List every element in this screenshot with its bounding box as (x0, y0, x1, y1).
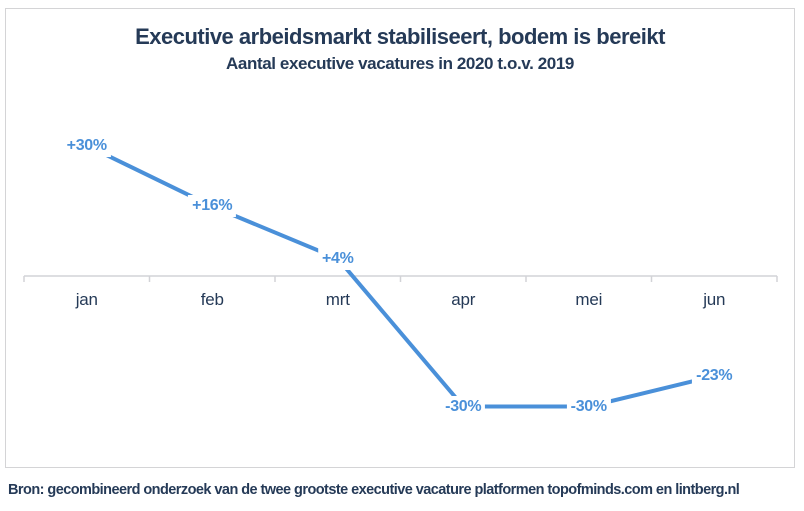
chart-frame (5, 8, 795, 468)
x-axis-label-apr: apr (451, 290, 476, 309)
data-point-label: +4% (317, 247, 358, 270)
data-point-label: +30% (62, 134, 111, 157)
x-axis-label-mei: mei (575, 290, 603, 309)
x-axis-label-mrt: mrt (325, 290, 350, 309)
x-axis-label-feb: feb (200, 290, 224, 309)
data-point-label: +16% (188, 195, 237, 218)
data-point-label: -30% (441, 395, 486, 418)
chart-title: Executive arbeidsmarkt stabiliseert, bod… (135, 24, 665, 49)
data-point-label: -23% (692, 365, 737, 388)
source-note: Bron: gecombineerd onderzoek van de twee… (8, 482, 740, 498)
data-point-label: -30% (566, 395, 611, 418)
chart-subtitle: Aantal executive vacatures in 2020 t.o.v… (226, 54, 574, 73)
x-axis-label-jun: jun (703, 290, 726, 309)
x-axis-label-jan: jan (75, 290, 98, 309)
